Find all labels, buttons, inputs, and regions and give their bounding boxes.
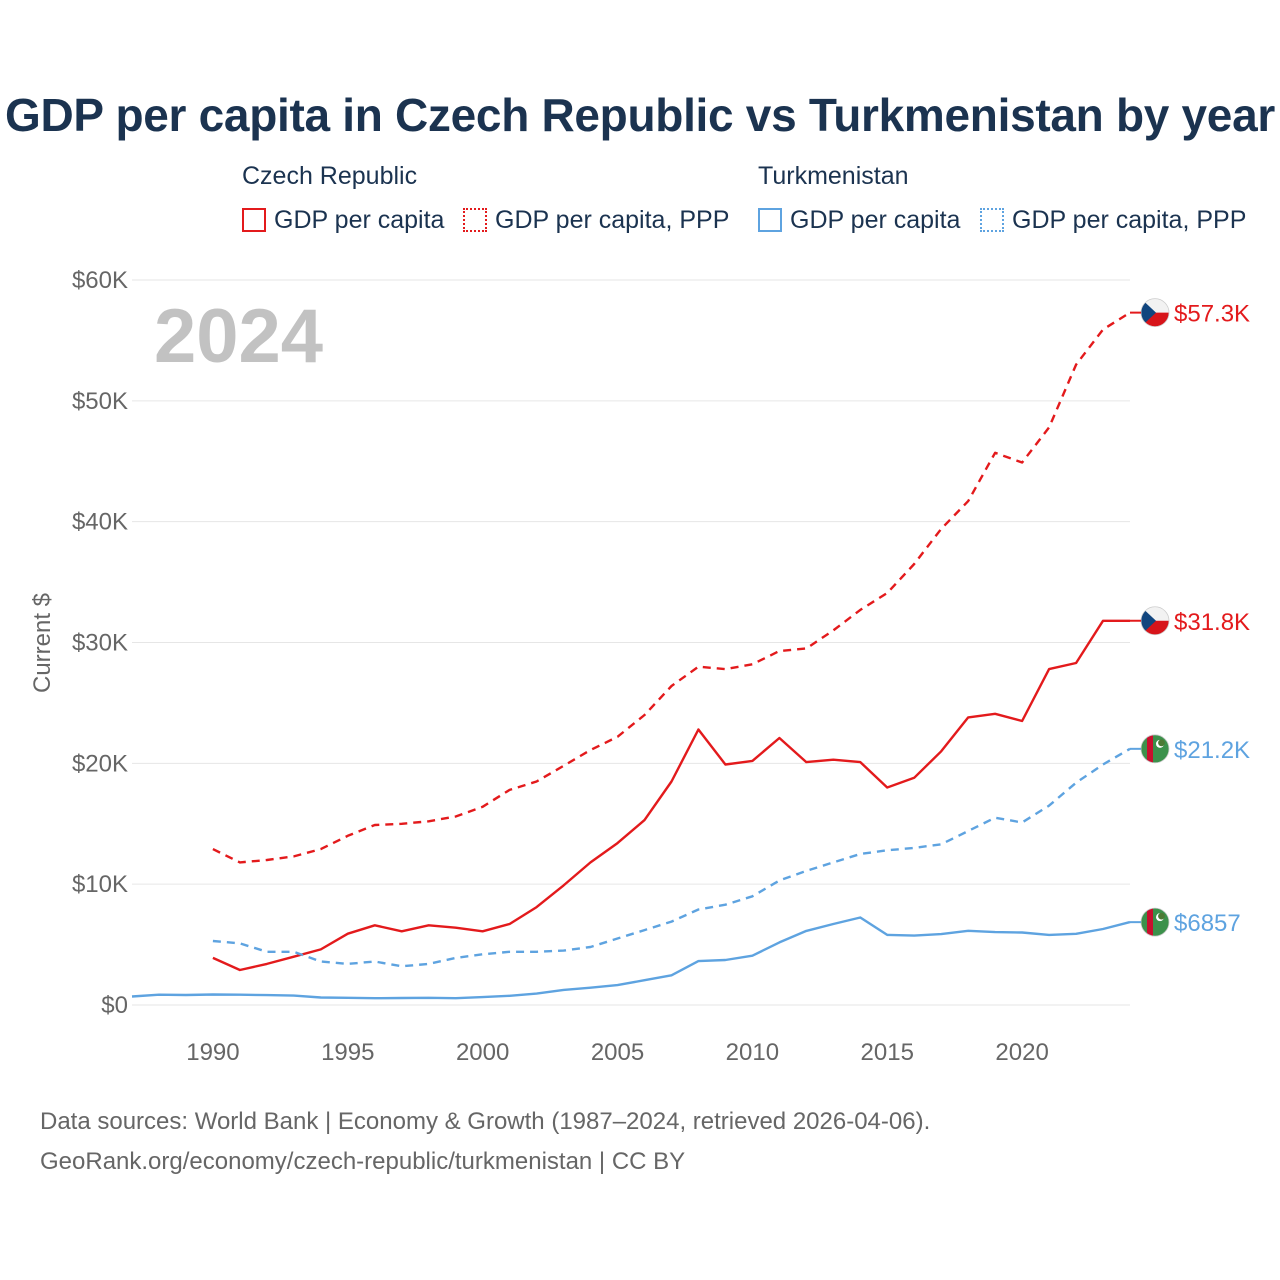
legend-swatch-czech-gdp	[242, 208, 266, 232]
y-tick-label: $50K	[72, 388, 128, 415]
end-marker-layer: $31.8K $57.3K $6857 $21.2K	[1130, 298, 1250, 937]
end-value-label: $6857	[1174, 910, 1241, 937]
legend-group-czech: Czech Republic	[242, 162, 418, 190]
series-layer	[131, 311, 1131, 1000]
x-tick-label: 2005	[591, 1039, 644, 1066]
line-chart: 2024 Current $ $0 $10K $20K $30K $40K $50K $60…	[29, 267, 1250, 1066]
x-tick-label: 2015	[861, 1039, 914, 1066]
source-line-2[interactable]: GeoRank.org/economy/czech-republic/turkm…	[40, 1148, 686, 1175]
x-tick-label: 1995	[321, 1039, 374, 1066]
series-line-0	[212, 619, 1130, 972]
turkmenistan-flag-icon	[1140, 907, 1170, 937]
x-tick-label: 2010	[726, 1039, 779, 1066]
legend-item-turkmen-gdp[interactable]: GDP per capita	[758, 204, 960, 236]
czech-flag-icon	[1140, 298, 1170, 328]
y-axis-label: Current $	[29, 593, 56, 693]
y-tick-label: $30K	[72, 630, 128, 657]
y-tick-label: $0	[101, 992, 128, 1019]
y-tick-label: $20K	[72, 750, 128, 777]
chart-title: GDP per capita in Czech Republic vs Turk…	[5, 89, 1275, 141]
turkmenistan-flag-icon	[1140, 734, 1170, 764]
end-value-label: $57.3K	[1174, 301, 1250, 328]
end-value-label: $21.2K	[1174, 737, 1250, 764]
x-tick-label: 2000	[456, 1039, 509, 1066]
legend-label-czech-ppp: GDP per capita, PPP	[495, 205, 730, 234]
x-tick-layer: 1990 1995 2000 2005 2010 2015 2020	[186, 1039, 1049, 1066]
legend-swatch-czech-ppp	[463, 208, 487, 232]
legend-label-czech-gdp: GDP per capita	[274, 205, 445, 234]
series-line-3	[212, 747, 1131, 968]
source-line-1: Data sources: World Bank | Economy & Gro…	[40, 1108, 931, 1135]
y-tick-label: $40K	[72, 509, 128, 536]
legend-item-czech-gdp[interactable]: GDP per capita	[242, 204, 444, 236]
legend-group-turkmenistan: Turkmenistan	[758, 162, 909, 190]
year-watermark: 2024	[154, 294, 323, 379]
y-tick-layer: $0 $10K $20K $30K $40K $50K $60K	[72, 267, 128, 1019]
x-tick-label: 2020	[995, 1039, 1048, 1066]
legend-label-turkmen-ppp: GDP per capita, PPP	[1012, 205, 1247, 234]
legend-swatch-turkmen-gdp	[758, 208, 782, 232]
legend-swatch-turkmen-ppp	[980, 208, 1004, 232]
y-tick-label: $60K	[72, 267, 128, 294]
legend-item-czech-ppp[interactable]: GDP per capita, PPP	[463, 204, 729, 236]
end-value-label: $31.8K	[1174, 609, 1250, 636]
x-tick-label: 1990	[186, 1039, 239, 1066]
grid-layer	[132, 279, 1130, 1006]
series-line-2	[131, 916, 1131, 1000]
czech-flag-icon	[1140, 606, 1170, 636]
legend-label-turkmen-gdp: GDP per capita	[790, 205, 961, 234]
series-line-1	[212, 311, 1131, 864]
legend-item-turkmen-ppp[interactable]: GDP per capita, PPP	[980, 204, 1246, 236]
y-tick-label: $10K	[72, 871, 128, 898]
